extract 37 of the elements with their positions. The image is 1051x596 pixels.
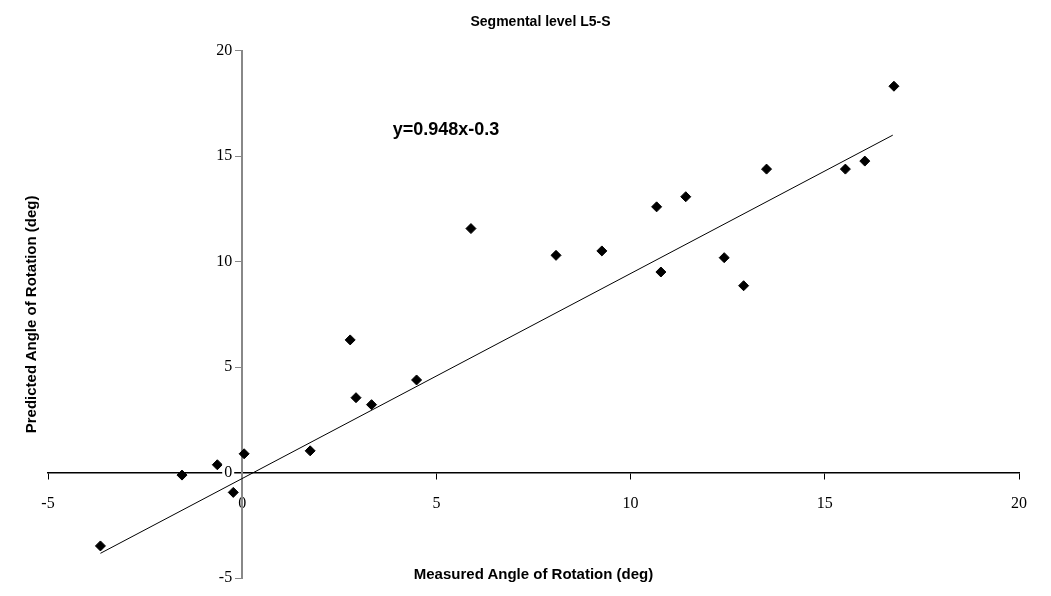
- point: [839, 163, 851, 175]
- y-tick-label: 10: [216, 251, 233, 269]
- x-tick-label: -5: [41, 494, 55, 512]
- point: [344, 334, 356, 346]
- x-tick-label: 10: [622, 494, 639, 512]
- point: [718, 252, 730, 264]
- point: [465, 223, 477, 235]
- point: [176, 469, 188, 481]
- point: [761, 163, 773, 175]
- point: [859, 155, 871, 167]
- chart-title: Segmental level L5-S: [470, 13, 611, 30]
- y-axis-title: Predicted Angle of Rotation (deg): [22, 195, 40, 434]
- point: [738, 280, 750, 292]
- point: [680, 191, 692, 203]
- point: [304, 445, 316, 457]
- y-tick-label: -5: [218, 568, 233, 586]
- x-axis-title: Measured Angle of Rotation (deg): [413, 564, 654, 582]
- point: [651, 201, 663, 213]
- point: [411, 374, 423, 386]
- y-tick-label: 5: [224, 357, 233, 375]
- y-tick-label: 20: [216, 41, 233, 58]
- point: [550, 249, 562, 261]
- point: [211, 459, 223, 471]
- point: [350, 392, 362, 404]
- x-tick-label: 15: [816, 494, 833, 512]
- annotation: y=0.948x-0.3: [392, 118, 500, 139]
- point: [94, 540, 106, 552]
- x-tick-label: 20: [1011, 494, 1027, 512]
- point: [227, 486, 239, 498]
- x-tick-label: 5: [432, 494, 441, 512]
- point: [655, 266, 667, 278]
- y-tick-label: 0: [224, 462, 233, 480]
- point: [596, 245, 608, 257]
- point: [888, 80, 900, 92]
- y-tick-label: 15: [216, 146, 233, 164]
- point: [366, 399, 378, 411]
- point: [238, 448, 250, 460]
